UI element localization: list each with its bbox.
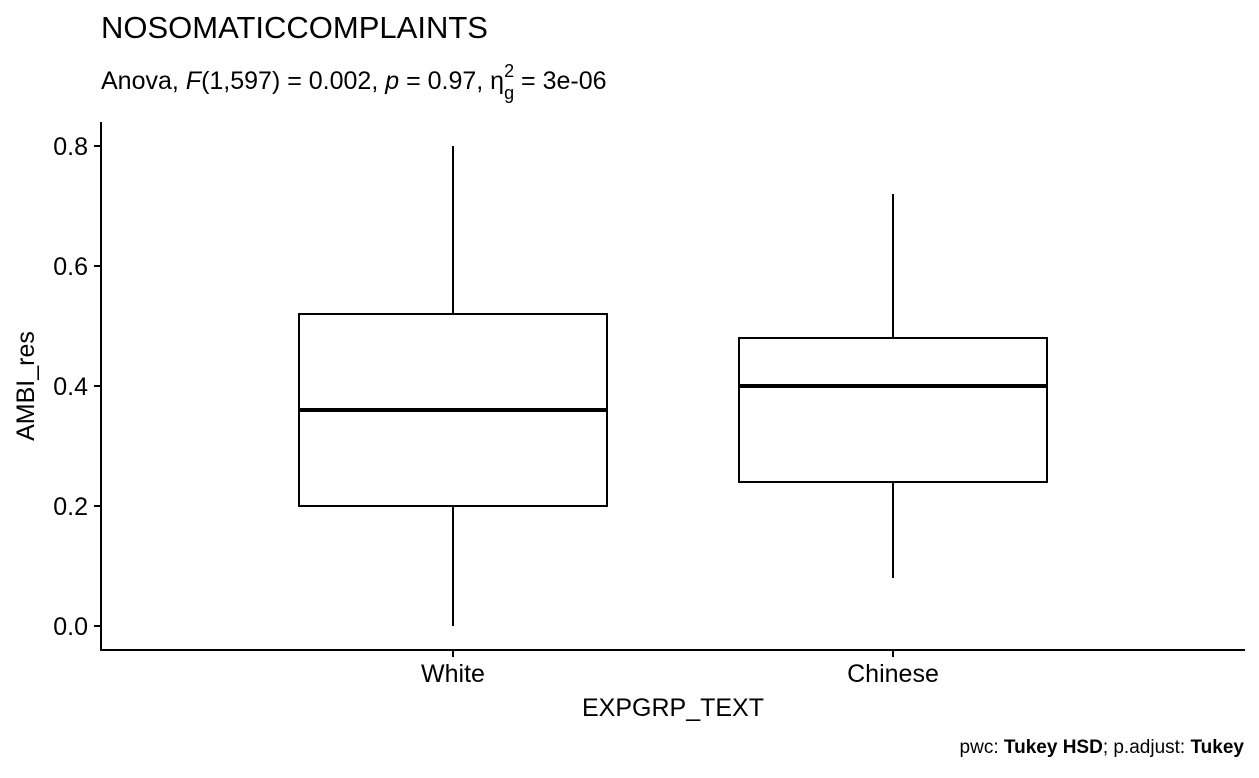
y-tick-label: 0.2	[53, 493, 88, 521]
box-layer	[298, 146, 1048, 626]
caption-sep: ; p.adjust:	[1103, 737, 1191, 758]
subtitle-eta-sup: 2	[504, 61, 514, 81]
y-tick-label: 0.8	[53, 133, 88, 161]
caption-pwc-label: pwc:	[960, 737, 1004, 758]
subtitle-eta-value: = 3e-06	[514, 67, 606, 95]
x-axis-label: EXPGRP_TEXT	[582, 694, 764, 722]
box-chinese	[738, 194, 1048, 578]
subtitle-f: F	[186, 67, 203, 95]
chart-caption: pwc: Tukey HSD; p.adjust: Tukey	[960, 737, 1245, 758]
box-white	[298, 146, 608, 626]
subtitle-p: p	[384, 67, 399, 95]
subtitle-p-value: = 0.97,	[399, 67, 490, 95]
subtitle-eta: η	[490, 67, 504, 95]
subtitle-anova: Anova,	[101, 67, 186, 95]
y-tick-label: 0.4	[53, 373, 88, 401]
x-axis-ticks: White Chinese	[421, 650, 939, 688]
x-tick-label: Chinese	[847, 660, 939, 688]
caption-adjust-value: Tukey	[1190, 737, 1244, 758]
y-tick-label: 0.0	[53, 613, 88, 641]
iqr-box	[738, 337, 1048, 483]
x-tick-label: White	[421, 660, 485, 688]
chart-subtitle: Anova, F(1,597) = 0.002, p = 0.97, η2 g =…	[101, 61, 607, 103]
chart-title: NOSOMATICCOMPLAINTS	[101, 10, 488, 45]
y-axis-ticks: 0.0 0.2 0.4 0.6 0.8	[53, 133, 101, 641]
caption-pwc-value: Tukey HSD	[1004, 737, 1103, 758]
y-tick-label: 0.6	[53, 253, 88, 281]
y-axis-label: AMBI_res	[12, 331, 40, 441]
subtitle-f-args: (1,597) = 0.002,	[201, 67, 385, 95]
subtitle-eta-sub: g	[504, 83, 514, 103]
